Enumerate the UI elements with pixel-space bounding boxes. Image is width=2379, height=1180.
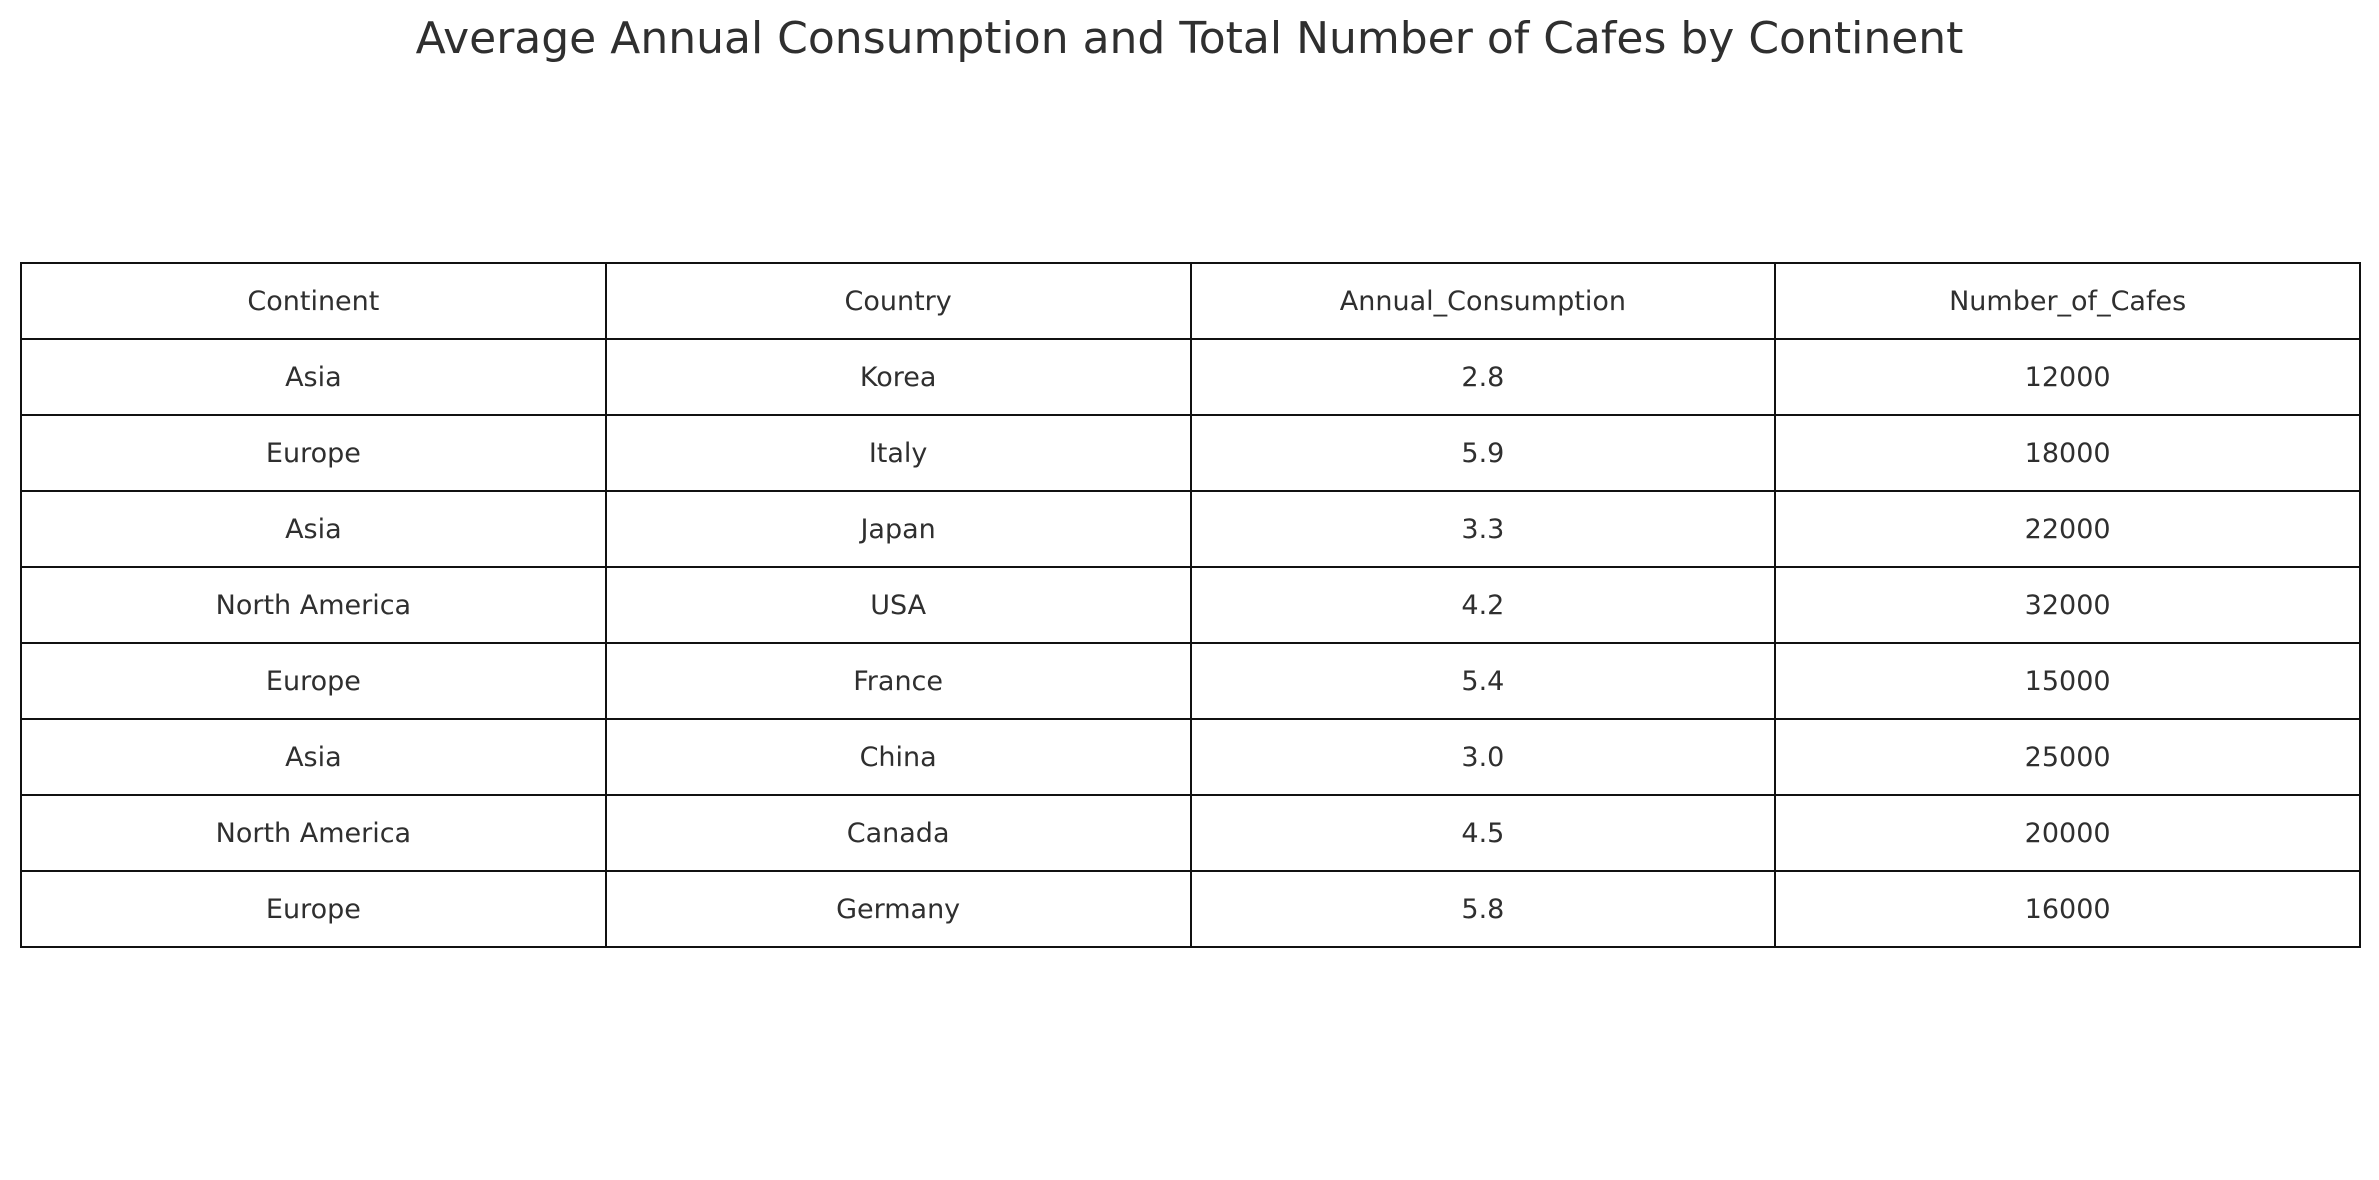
- chart-title: Average Annual Consumption and Total Num…: [415, 13, 1964, 64]
- cell-annual-consumption: 5.9: [1189, 414, 1777, 492]
- cell-continent: North America: [20, 566, 607, 644]
- data-table: Continent Country Annual_Consumption Num…: [20, 262, 2361, 948]
- cell-number-of-cafes: 25000: [1774, 718, 2361, 796]
- cell-country: Korea: [604, 338, 1192, 416]
- cell-annual-consumption: 3.0: [1189, 718, 1777, 796]
- cell-annual-consumption: 5.4: [1189, 642, 1777, 720]
- table-row: Europe France 5.4 15000: [20, 642, 2361, 720]
- table-row: North America USA 4.2 32000: [20, 566, 2361, 644]
- cell-continent: North America: [20, 794, 607, 872]
- cell-country: China: [604, 718, 1192, 796]
- column-header-number-of-cafes: Number_of_Cafes: [1774, 262, 2361, 340]
- table-row: Asia China 3.0 25000: [20, 718, 2361, 796]
- column-header-annual-consumption: Annual_Consumption: [1189, 262, 1777, 340]
- cell-annual-consumption: 5.8: [1189, 870, 1777, 948]
- cell-number-of-cafes: 16000: [1774, 870, 2361, 948]
- cell-continent: Europe: [20, 642, 607, 720]
- column-header-continent: Continent: [20, 262, 607, 340]
- cell-continent: Europe: [20, 870, 607, 948]
- table-row: North America Canada 4.5 20000: [20, 794, 2361, 872]
- table-row: Europe Germany 5.8 16000: [20, 870, 2361, 948]
- cell-number-of-cafes: 22000: [1774, 490, 2361, 568]
- cell-continent: Europe: [20, 414, 607, 492]
- cell-country: France: [604, 642, 1192, 720]
- cell-annual-consumption: 4.2: [1189, 566, 1777, 644]
- cell-annual-consumption: 2.8: [1189, 338, 1777, 416]
- cell-continent: Asia: [20, 490, 607, 568]
- cell-country: USA: [604, 566, 1192, 644]
- cell-country: Germany: [604, 870, 1192, 948]
- header-row: Continent Country Annual_Consumption Num…: [20, 262, 2361, 340]
- cell-country: Italy: [604, 414, 1192, 492]
- table-header: Continent Country Annual_Consumption Num…: [20, 262, 2361, 340]
- cell-number-of-cafes: 15000: [1774, 642, 2361, 720]
- cell-continent: Asia: [20, 718, 607, 796]
- table-row: Asia Korea 2.8 12000: [20, 338, 2361, 416]
- cell-continent: Asia: [20, 338, 607, 416]
- cell-country: Canada: [604, 794, 1192, 872]
- cell-annual-consumption: 3.3: [1189, 490, 1777, 568]
- cell-country: Japan: [604, 490, 1192, 568]
- cell-number-of-cafes: 12000: [1774, 338, 2361, 416]
- table-row: Asia Japan 3.3 22000: [20, 490, 2361, 568]
- table-row: Europe Italy 5.9 18000: [20, 414, 2361, 492]
- cell-number-of-cafes: 32000: [1774, 566, 2361, 644]
- column-header-country: Country: [604, 262, 1192, 340]
- cell-number-of-cafes: 20000: [1774, 794, 2361, 872]
- cell-number-of-cafes: 18000: [1774, 414, 2361, 492]
- cell-annual-consumption: 4.5: [1189, 794, 1777, 872]
- table-body: Asia Korea 2.8 12000 Europe Italy 5.9 18…: [20, 338, 2361, 948]
